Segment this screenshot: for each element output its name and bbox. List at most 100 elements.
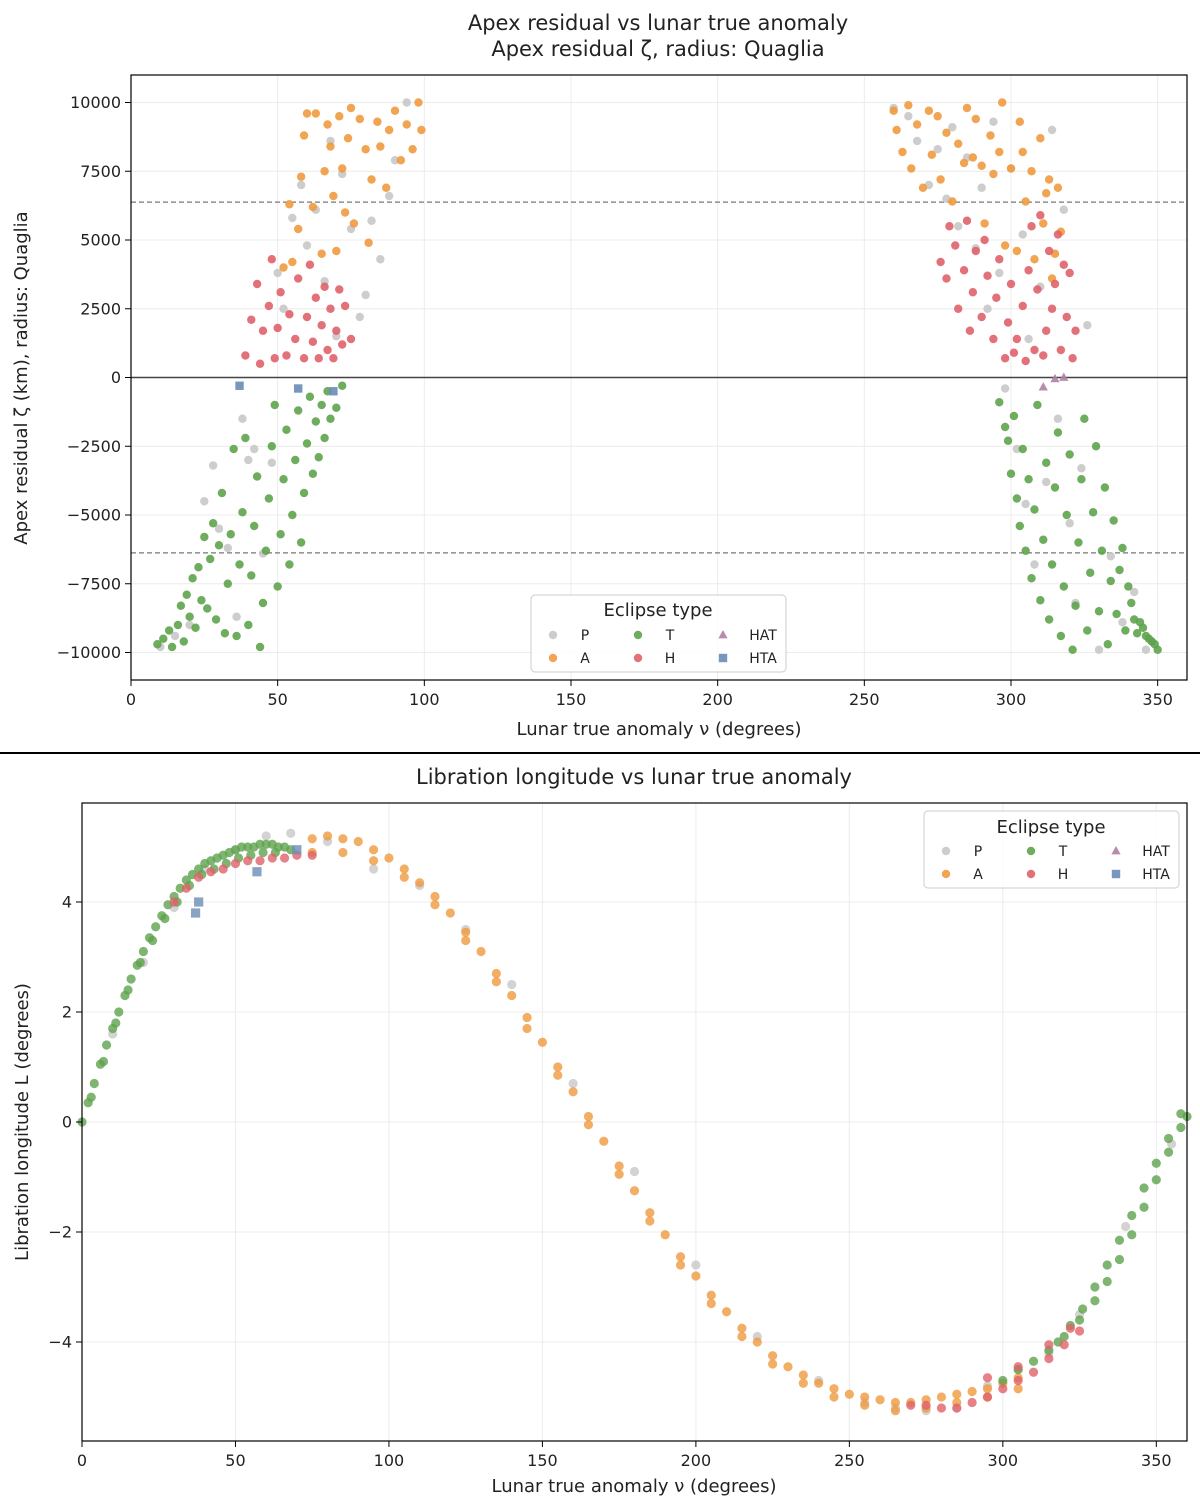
point-a [986, 131, 995, 140]
point-a [936, 175, 945, 184]
point-t [1044, 615, 1054, 624]
point-t [167, 642, 177, 652]
point-t [1097, 546, 1107, 555]
point-h [1059, 260, 1069, 269]
point-p [286, 828, 296, 838]
point-a [706, 1298, 716, 1309]
point-a [307, 834, 317, 844]
point-t [1127, 1210, 1137, 1221]
point-a [737, 1323, 747, 1333]
point-hta [294, 384, 303, 393]
y-axis-label: Libration longitude L (degrees) [12, 983, 33, 1261]
point-a [783, 1362, 793, 1372]
point-p [267, 458, 276, 467]
point-a [971, 114, 980, 124]
point-t [159, 634, 168, 643]
point-a [476, 946, 486, 957]
point-a [402, 120, 411, 129]
point-hta [235, 381, 244, 390]
chart-subtitle: Apex residual ζ, radius: Quaglia [491, 37, 824, 61]
point-a [415, 878, 425, 888]
point-a [798, 1378, 808, 1388]
legend-marker-t [1026, 846, 1036, 856]
scatter-points [153, 98, 1162, 654]
legend-marker-a [548, 653, 558, 663]
point-a [396, 156, 406, 165]
point-a [737, 1331, 747, 1342]
x-tick-label: 0 [77, 1451, 87, 1470]
point-p [933, 145, 942, 154]
point-a [583, 1120, 594, 1130]
point-a [768, 1359, 778, 1369]
x-tick-label: 300 [996, 690, 1027, 709]
point-h [1024, 266, 1033, 275]
point-p [384, 191, 394, 201]
point-a [982, 1384, 993, 1394]
point-h [169, 897, 179, 907]
point-h [959, 266, 969, 275]
point-a [691, 1271, 701, 1281]
point-a [430, 891, 440, 902]
point-t [1094, 607, 1104, 616]
point-a [912, 120, 922, 129]
point-t [197, 596, 206, 605]
point-h [305, 260, 315, 269]
point-t [241, 433, 250, 443]
scatter-points [77, 828, 1192, 1416]
point-p [1053, 414, 1063, 423]
point-t [1027, 574, 1036, 583]
point-a [299, 131, 309, 140]
point-h [302, 312, 312, 322]
point-a [948, 197, 957, 206]
point-t [188, 574, 197, 583]
point-a [320, 167, 329, 176]
point-h [346, 334, 356, 344]
point-t [1176, 1109, 1186, 1119]
point-h [945, 222, 954, 231]
legend-marker-h [1026, 869, 1036, 879]
point-t [98, 1056, 109, 1067]
point-t [308, 469, 318, 478]
point-a [1021, 197, 1030, 206]
point-a [954, 139, 963, 148]
x-tick-label: 300 [988, 1451, 1019, 1470]
point-h [1039, 351, 1048, 360]
x-axis-ticks: 0 50 100 150 200 250 300 350 [126, 680, 1173, 709]
y-tick-label: −2 [48, 1223, 72, 1242]
point-t [279, 475, 288, 484]
point-h [936, 257, 945, 267]
y-tick-label: 7500 [80, 162, 121, 181]
point-h [323, 345, 332, 355]
point-a [967, 1386, 977, 1397]
point-t [191, 623, 200, 632]
point-t [126, 974, 136, 984]
point-t [326, 414, 335, 423]
point-t [1112, 609, 1121, 619]
point-t [305, 392, 315, 401]
grid [81, 803, 1187, 1441]
y-axis-ticks: −4 −2 0 2 4 [48, 893, 82, 1352]
point-p [977, 183, 986, 192]
point-t [200, 532, 209, 542]
point-a [430, 900, 440, 910]
point-a [323, 120, 332, 129]
point-h [241, 351, 250, 360]
point-t [250, 521, 259, 531]
point-t [332, 403, 341, 412]
point-p [1012, 444, 1022, 454]
point-a [399, 864, 409, 874]
point-a [382, 183, 391, 192]
x-tick-label: 200 [702, 690, 733, 709]
point-t [1042, 458, 1051, 467]
point-h [1065, 1323, 1075, 1333]
point-a [814, 1378, 824, 1388]
legend-marker-p [548, 630, 558, 640]
point-p [989, 117, 998, 126]
point-p [223, 543, 232, 553]
x-tick-label: 350 [1142, 690, 1173, 709]
y-tick-label: 10000 [70, 93, 121, 112]
point-h [247, 315, 256, 324]
point-t [291, 455, 300, 465]
point-h [980, 235, 989, 245]
point-h [243, 856, 253, 866]
